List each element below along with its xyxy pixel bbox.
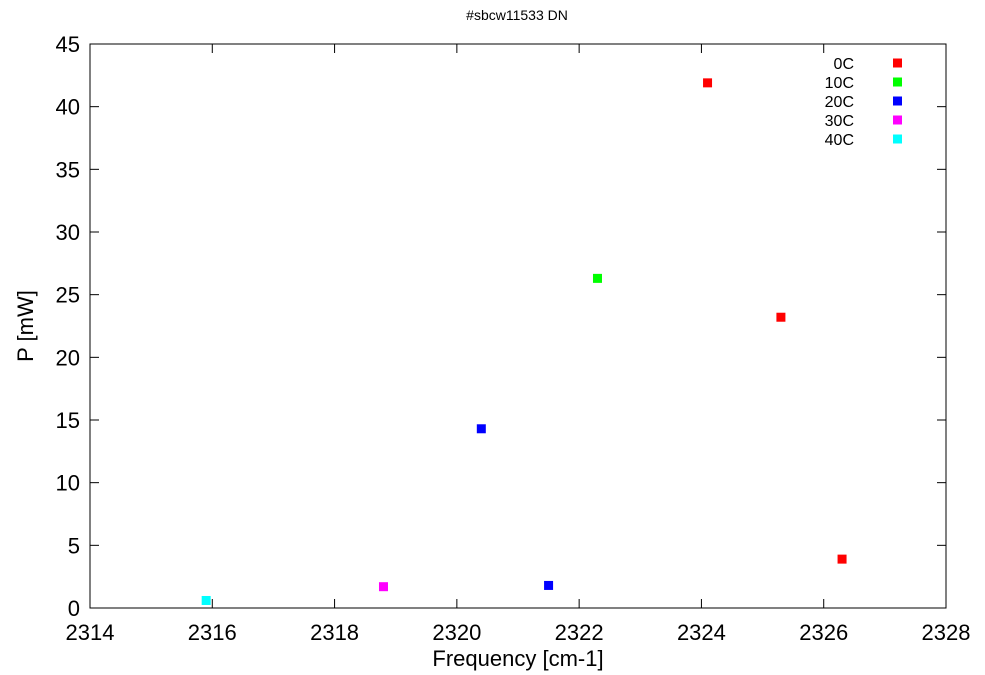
x-tick-label: 2326 — [799, 620, 848, 645]
y-axis-title: P [mW] — [13, 290, 38, 362]
data-point — [776, 312, 786, 322]
legend-marker — [893, 58, 902, 68]
data-point — [703, 78, 713, 88]
data-point — [837, 554, 847, 564]
x-axis-title: Frequency [cm-1] — [432, 646, 603, 671]
x-tick-label: 2318 — [310, 620, 359, 645]
x-tick-label: 2324 — [677, 620, 726, 645]
data-points — [201, 78, 847, 605]
legend-marker — [893, 134, 902, 144]
y-tick-label: 40 — [56, 95, 80, 120]
data-point — [476, 424, 486, 434]
legend-marker — [893, 115, 902, 125]
data-point — [378, 582, 388, 592]
x-tick-label: 2322 — [555, 620, 604, 645]
axis-tick-labels: 2314 2316 2318 2320 2322 2324 2326 2328 0 5 10 15 20… — [56, 32, 971, 645]
data-point — [544, 580, 554, 590]
y-tick-label: 10 — [56, 471, 80, 496]
y-tick-label: 20 — [56, 345, 80, 370]
legend-label: 30C — [825, 113, 854, 130]
legend-label: 10C — [825, 75, 854, 92]
y-tick-label: 5 — [68, 533, 80, 558]
x-tick-label: 2320 — [432, 620, 481, 645]
legend-label: 0C — [834, 56, 854, 73]
x-tick-label: 2316 — [188, 620, 237, 645]
legend-label: 20C — [825, 94, 854, 111]
data-point — [201, 595, 211, 605]
legend-label: 40C — [825, 132, 854, 149]
axis-ticks — [89, 43, 947, 609]
y-tick-label: 25 — [56, 283, 80, 308]
y-tick-label: 0 — [68, 596, 80, 621]
x-tick-label: 2328 — [922, 620, 971, 645]
plot-frame — [89, 43, 947, 609]
legend-marker — [893, 96, 902, 106]
data-point — [592, 273, 602, 283]
y-tick-label: 35 — [56, 157, 80, 182]
legend: 0C 10C 20C 30C 40C — [825, 56, 902, 149]
legend-marker — [893, 77, 902, 87]
chart-title: #sbcw11533 DN — [466, 7, 568, 23]
y-tick-label: 30 — [56, 220, 80, 245]
x-tick-label: 2314 — [66, 620, 115, 645]
y-tick-label: 45 — [56, 32, 80, 57]
y-tick-label: 15 — [56, 408, 80, 433]
